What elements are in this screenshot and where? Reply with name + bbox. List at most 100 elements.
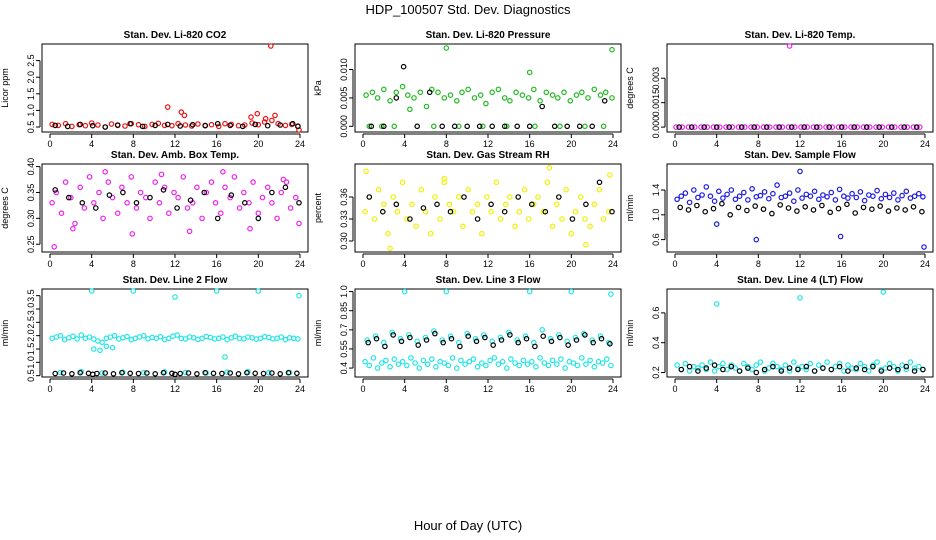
point-secondary xyxy=(77,369,84,376)
point-secondary xyxy=(439,123,446,130)
point-primary xyxy=(228,121,235,128)
point-primary xyxy=(699,362,705,368)
y-axis-label: ml/min xyxy=(625,320,635,347)
point-secondary xyxy=(786,365,793,371)
point-secondary xyxy=(294,370,300,377)
x-tick-label: 24 xyxy=(608,259,618,269)
point-primary xyxy=(420,357,427,364)
point-secondary xyxy=(719,200,725,207)
point-secondary xyxy=(844,201,850,208)
point-primary xyxy=(470,356,477,362)
point-secondary xyxy=(609,208,615,215)
point-secondary xyxy=(763,124,770,130)
point-primary xyxy=(720,360,726,367)
point-primary xyxy=(465,186,472,193)
point-secondary xyxy=(573,337,580,343)
point-primary xyxy=(761,189,768,195)
y-tick-label: 0.4 xyxy=(651,336,661,349)
point-primary xyxy=(516,362,523,369)
point-secondary xyxy=(720,366,726,373)
point-secondary xyxy=(473,338,480,345)
point-primary xyxy=(295,336,301,342)
point-primary xyxy=(374,95,381,101)
point-secondary xyxy=(214,215,221,222)
point-secondary xyxy=(802,204,809,210)
point-primary xyxy=(686,199,693,206)
point-primary xyxy=(70,333,76,340)
point-primary xyxy=(445,362,452,369)
plot-frame xyxy=(354,163,622,253)
point-primary xyxy=(829,124,836,130)
point-secondary xyxy=(861,366,868,373)
point-primary xyxy=(224,369,230,376)
x-tick-label: 8 xyxy=(756,259,761,269)
x-tick-label: 16 xyxy=(837,384,847,394)
x-tick-label: 16 xyxy=(525,259,535,269)
point-primary xyxy=(72,220,78,227)
point-secondary xyxy=(788,124,795,130)
point-primary xyxy=(803,366,810,373)
point-primary xyxy=(208,121,215,128)
y-tick-label: 1.5 xyxy=(26,343,36,356)
point-primary xyxy=(786,43,793,49)
point-primary xyxy=(370,355,377,361)
point-primary xyxy=(596,186,603,193)
point-secondary xyxy=(813,124,820,130)
point-primary xyxy=(81,205,88,211)
point-secondary xyxy=(106,192,113,198)
point-secondary xyxy=(114,122,121,128)
point-primary xyxy=(208,179,215,185)
point-secondary xyxy=(69,370,75,377)
point-secondary xyxy=(79,200,86,206)
point-secondary xyxy=(826,124,833,130)
point-secondary xyxy=(711,362,718,368)
x-tick-label: 8 xyxy=(756,139,761,149)
point-primary xyxy=(860,124,867,130)
point-secondary xyxy=(194,370,200,377)
point-primary xyxy=(493,179,500,186)
panel-title: Stan. Dev. Gas Stream RH xyxy=(426,150,549,161)
point-primary xyxy=(530,86,537,93)
x-tick-label: 0 xyxy=(360,384,365,394)
point-secondary xyxy=(694,202,700,209)
point-secondary xyxy=(52,122,59,129)
panel-6: Stan. Dev. Sample Flow 0 4 8 12 16 20 24 0.6 1.0 1… xyxy=(625,150,934,269)
point-primary xyxy=(741,124,748,130)
point-primary xyxy=(465,86,472,93)
point-primary xyxy=(503,365,510,371)
point-primary xyxy=(383,357,389,364)
point-secondary xyxy=(464,123,471,130)
point-secondary xyxy=(174,205,180,211)
point-primary xyxy=(915,363,922,370)
point-secondary xyxy=(260,370,267,377)
point-primary xyxy=(589,337,596,343)
point-primary xyxy=(278,334,285,340)
x-tick-label: 24 xyxy=(295,139,305,149)
point-primary xyxy=(798,124,804,130)
point-secondary xyxy=(252,121,259,128)
point-secondary xyxy=(440,339,447,346)
point-primary xyxy=(740,189,747,196)
point-primary xyxy=(797,168,803,175)
x-tick-label: 20 xyxy=(878,139,888,149)
point-primary xyxy=(916,124,923,130)
point-primary xyxy=(679,124,686,130)
point-primary xyxy=(568,288,575,295)
point-primary xyxy=(397,335,404,342)
point-primary xyxy=(823,124,829,130)
point-primary xyxy=(514,337,521,343)
point-secondary xyxy=(498,337,505,343)
point-primary xyxy=(804,124,811,130)
point-primary xyxy=(873,124,879,130)
point-primary xyxy=(545,362,552,369)
point-secondary xyxy=(576,123,583,130)
y-axis-label: kPa xyxy=(313,80,323,96)
point-secondary xyxy=(820,365,826,371)
point-primary xyxy=(213,288,220,294)
point-primary xyxy=(555,332,562,338)
point-primary xyxy=(413,223,419,230)
point-primary xyxy=(879,124,886,130)
point-primary xyxy=(608,362,614,369)
point-primary xyxy=(453,98,460,104)
point-primary xyxy=(745,197,751,203)
